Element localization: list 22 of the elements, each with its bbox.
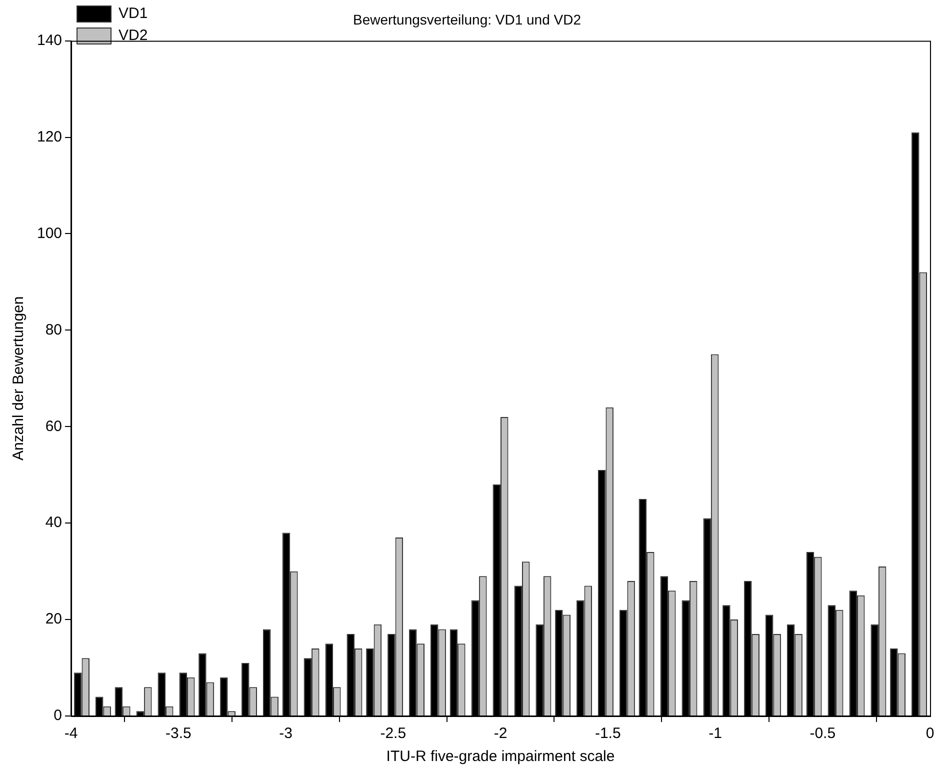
y-tick-label: 40 (45, 514, 62, 532)
x-tick-label: -3.5 (165, 725, 192, 742)
y-tick-label: 100 (36, 224, 62, 242)
x-tick-label: -2 (494, 725, 508, 742)
y-tick-label: 80 (45, 321, 62, 338)
x-tick-label: -4 (64, 725, 78, 742)
x-tick-label: 0 (926, 725, 934, 742)
x-tick-label: -1.5 (594, 725, 621, 742)
legend-label: VD2 (118, 27, 148, 44)
legend-label: VD1 (118, 5, 148, 22)
chart-title: Bewertungsverteilung: VD1 und VD2 (352, 11, 582, 28)
y-axis-title: Anzahl der Bewertungen (10, 296, 28, 461)
y-tick-label: 140 (36, 32, 62, 49)
y-tick-label: 120 (36, 128, 62, 146)
x-tick-label: -3 (279, 725, 292, 742)
x-tick-label: -2.5 (380, 725, 406, 742)
x-axis-title: ITU-R five-grade impairment scale (386, 748, 615, 766)
x-tick-label: -1 (708, 725, 722, 742)
y-tick-label: 60 (45, 418, 62, 435)
x-tick-label: -0.5 (810, 725, 836, 742)
y-tick-label: 20 (45, 610, 62, 628)
y-tick-label: 0 (54, 707, 62, 724)
